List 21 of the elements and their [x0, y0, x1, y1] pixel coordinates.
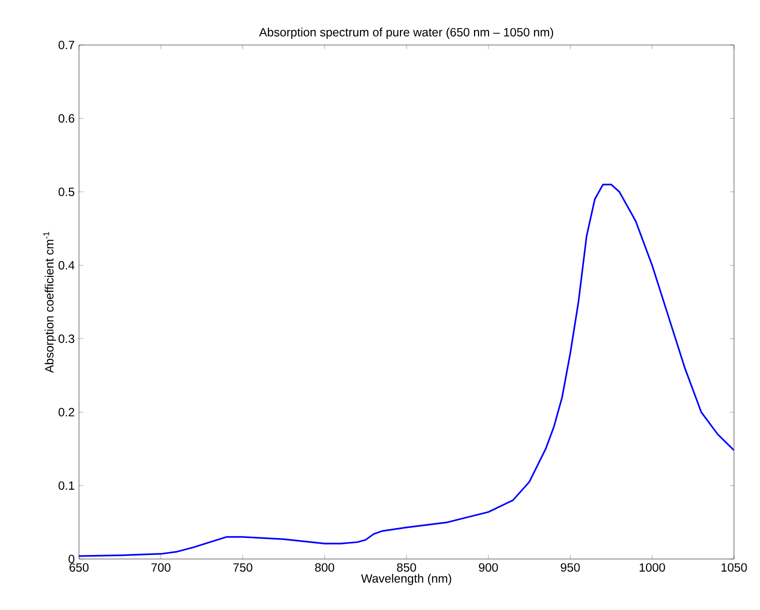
x-tick-label: 1050	[722, 563, 747, 572]
x-tick-label: 800	[315, 563, 334, 572]
y-axis-title: Absorption coefficient cm$^{-1}$	[43, 232, 56, 373]
x-tick-label: 1000	[640, 563, 665, 572]
y-tick-label: 0.7	[58, 40, 74, 50]
y-tick-label: 0.4	[58, 261, 74, 270]
line-series	[79, 184, 734, 557]
x-tick-label: 650	[70, 563, 89, 572]
x-tick-label: 900	[478, 563, 498, 572]
x-tick-label: 700	[151, 563, 170, 572]
y-tick-label: 0.2	[58, 408, 74, 416]
y-tick-label: 0.1	[58, 481, 74, 490]
y-tick-label: 0.3	[58, 334, 74, 343]
x-tick-label: 750	[233, 563, 252, 572]
x-tick-label: 850	[397, 563, 416, 572]
x-tick-label: 950	[560, 563, 580, 572]
y-tick-label: 0.5	[58, 188, 74, 196]
chart-title: Absorption spectrum of pure water (650 nm – 1050 nm)	[259, 28, 554, 39]
y-tick-label: 0.6	[58, 114, 74, 123]
y-tick-label: 0	[68, 554, 74, 564]
x-axis-title: Wavelength (nm)	[361, 574, 452, 586]
